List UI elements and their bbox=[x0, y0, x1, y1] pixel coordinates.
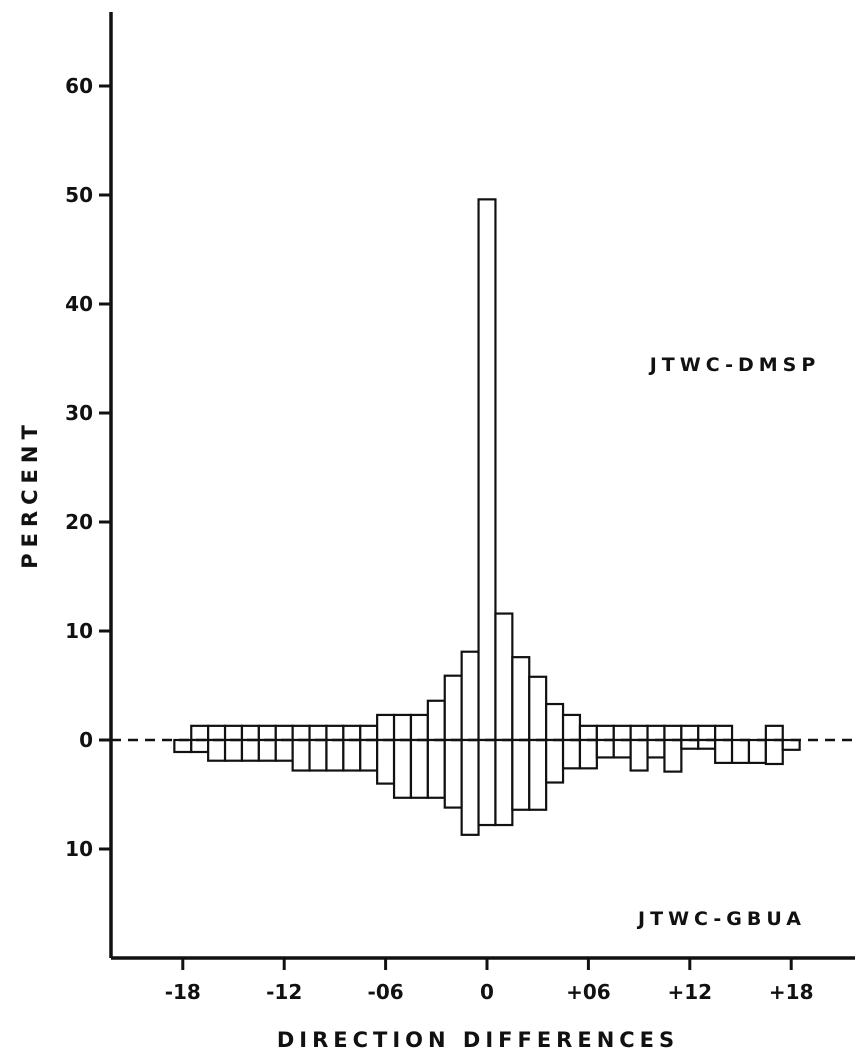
x-tick-label: +12 bbox=[668, 980, 713, 1004]
bar-jtwc-dmsp bbox=[714, 724, 734, 742]
y-axis-title: PERCENT bbox=[18, 419, 42, 569]
bar-jtwc-gbua bbox=[730, 738, 751, 764]
bar-jtwc-gbua bbox=[714, 738, 734, 764]
bars-jtwc-gbua bbox=[173, 738, 801, 836]
bar-jtwc-dmsp bbox=[409, 713, 429, 742]
bar-jtwc-dmsp bbox=[629, 724, 649, 742]
bar-jtwc-gbua bbox=[257, 738, 277, 762]
bar-jtwc-gbua bbox=[409, 738, 429, 799]
x-tick-label: 0 bbox=[480, 980, 494, 1004]
bar-jtwc-dmsp bbox=[595, 724, 615, 742]
bar-jtwc-dmsp bbox=[764, 724, 784, 742]
bar-jtwc-gbua bbox=[274, 738, 294, 762]
bar-jtwc-gbua bbox=[477, 738, 497, 827]
bar-jtwc-gbua bbox=[342, 738, 362, 772]
bar-jtwc-dmsp bbox=[578, 724, 598, 742]
bar-jtwc-dmsp bbox=[240, 724, 260, 742]
bar-jtwc-gbua bbox=[511, 738, 531, 811]
bar-jtwc-gbua bbox=[663, 738, 683, 773]
x-tick-label: -06 bbox=[368, 980, 404, 1004]
bars-jtwc-dmsp bbox=[190, 198, 784, 742]
bar-jtwc-gbua bbox=[223, 738, 244, 762]
bar-jtwc-gbua bbox=[173, 738, 193, 754]
x-tick-label: -12 bbox=[266, 980, 302, 1004]
bar-jtwc-gbua bbox=[629, 738, 649, 772]
bar-jtwc-dmsp bbox=[207, 724, 227, 742]
bar-jtwc-dmsp bbox=[274, 724, 294, 742]
bar-jtwc-gbua bbox=[680, 738, 700, 750]
bar-jtwc-dmsp bbox=[392, 713, 413, 742]
y-tick-label: 40 bbox=[65, 292, 93, 316]
bar-jtwc-gbua bbox=[781, 738, 801, 751]
bar-jtwc-dmsp bbox=[545, 702, 565, 742]
bar-jtwc-gbua bbox=[578, 738, 598, 770]
y-tick-label: 20 bbox=[65, 510, 93, 534]
bar-jtwc-gbua bbox=[325, 738, 345, 772]
bar-jtwc-gbua bbox=[646, 738, 666, 759]
bar-jtwc-dmsp bbox=[359, 724, 379, 742]
y-tick-label: 50 bbox=[65, 183, 93, 207]
bar-jtwc-dmsp bbox=[561, 713, 582, 742]
y-tick-label: 10 bbox=[65, 837, 93, 861]
bar-jtwc-gbua bbox=[494, 738, 514, 827]
bar-jtwc-gbua bbox=[528, 738, 548, 811]
axes bbox=[109, 12, 855, 960]
bar-jtwc-dmsp bbox=[646, 724, 666, 742]
series-label-jtwc-dmsp: JTWC-DMSP bbox=[648, 354, 821, 376]
bar-jtwc-gbua bbox=[426, 738, 446, 799]
bar-jtwc-gbua bbox=[612, 738, 632, 759]
x-tick-label: -18 bbox=[165, 980, 201, 1004]
series-label-jtwc-gbua: JTWC-GBUA bbox=[636, 908, 806, 930]
bar-jtwc-dmsp bbox=[494, 612, 514, 742]
bar-jtwc-dmsp bbox=[697, 724, 717, 742]
bar-jtwc-gbua bbox=[545, 738, 565, 784]
bar-jtwc-dmsp bbox=[426, 699, 446, 742]
bar-jtwc-dmsp bbox=[680, 724, 700, 742]
bar-jtwc-gbua bbox=[308, 738, 328, 772]
bar-jtwc-dmsp bbox=[477, 198, 497, 742]
bar-jtwc-gbua bbox=[460, 738, 480, 836]
bar-jtwc-gbua bbox=[291, 738, 311, 772]
bar-jtwc-gbua bbox=[392, 738, 413, 799]
bar-jtwc-dmsp bbox=[257, 724, 277, 742]
bar-jtwc-dmsp bbox=[663, 724, 683, 742]
x-tick-label: +06 bbox=[566, 980, 611, 1004]
bar-jtwc-dmsp bbox=[190, 724, 210, 742]
bar-jtwc-gbua bbox=[595, 738, 615, 759]
bar-jtwc-dmsp bbox=[612, 724, 632, 742]
x-tick-label: +18 bbox=[769, 980, 814, 1004]
bar-jtwc-dmsp bbox=[308, 724, 328, 742]
bar-jtwc-gbua bbox=[697, 738, 717, 750]
y-tick-label: 10 bbox=[65, 619, 93, 643]
y-tick-label: 0 bbox=[79, 728, 93, 752]
y-tick-label: 30 bbox=[65, 401, 93, 425]
bar-jtwc-gbua bbox=[359, 738, 379, 772]
bar-jtwc-dmsp bbox=[511, 656, 531, 742]
bar-jtwc-dmsp bbox=[528, 675, 548, 742]
tick-labels: 60 50 40 30 20 10 0 10 -18 -12 -06 0 +06 +12 +18 bbox=[65, 74, 813, 1004]
bar-jtwc-gbua bbox=[190, 738, 210, 754]
bar-jtwc-gbua bbox=[443, 738, 463, 809]
bar-jtwc-gbua bbox=[376, 738, 396, 785]
bar-jtwc-gbua bbox=[240, 738, 260, 762]
bar-jtwc-gbua bbox=[561, 738, 582, 770]
bar-jtwc-dmsp bbox=[376, 713, 396, 742]
bar-jtwc-gbua bbox=[747, 738, 767, 764]
bar-jtwc-dmsp bbox=[223, 724, 244, 742]
y-tick-label: 60 bbox=[65, 74, 93, 98]
bar-jtwc-gbua bbox=[207, 738, 227, 762]
bar-jtwc-dmsp bbox=[291, 724, 311, 742]
bar-jtwc-dmsp bbox=[342, 724, 362, 742]
bar-jtwc-dmsp bbox=[443, 674, 463, 742]
bar-jtwc-dmsp bbox=[325, 724, 345, 742]
bar-jtwc-dmsp bbox=[460, 650, 480, 742]
x-axis-title: DIRECTION DIFFERENCES bbox=[277, 1028, 679, 1052]
bar-jtwc-gbua bbox=[764, 738, 784, 766]
